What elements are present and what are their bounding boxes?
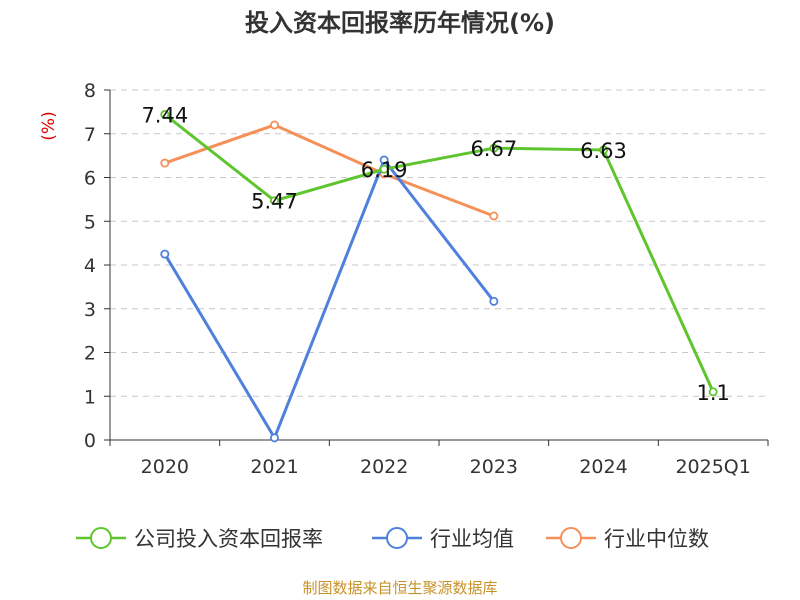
legend-item[interactable]: 公司投入资本回报率 (76, 527, 323, 551)
y-tick-label: 2 (84, 343, 96, 365)
data-label: 7.44 (141, 104, 188, 128)
y-tick-label: 1 (84, 386, 96, 408)
legend-item[interactable]: 行业中位数 (546, 527, 709, 551)
data-point (160, 110, 170, 120)
data-point (708, 387, 718, 397)
series-line-2 (164, 123, 495, 218)
data-point (489, 296, 499, 306)
series-line-1 (163, 158, 496, 440)
y-tick-label: 4 (84, 255, 96, 277)
data-point (269, 196, 279, 206)
data-point (379, 155, 389, 165)
data-point (160, 158, 170, 168)
data-point (269, 120, 279, 130)
footer-source: 制图数据来自恒生聚源数据库 (302, 579, 497, 597)
y-tick-label: 7 (84, 124, 96, 146)
data-label: 5.47 (251, 190, 298, 214)
y-tick-label: 8 (84, 80, 96, 102)
legend-marker-icon (90, 527, 112, 549)
series-2 (160, 120, 499, 221)
legend-label: 行业均值 (430, 527, 514, 551)
x-tick-label: 2025Q1 (675, 456, 750, 478)
gridlines (110, 89, 768, 397)
data-label: 1.1 (696, 381, 729, 405)
series-line-0 (163, 113, 715, 393)
x-tick-label: 2020 (141, 456, 189, 478)
data-point (379, 164, 389, 174)
data-point (160, 249, 170, 259)
legend-item[interactable]: 行业均值 (372, 527, 514, 551)
series-layer (160, 110, 718, 443)
legend-marker-icon (386, 527, 408, 549)
data-point (599, 145, 609, 155)
data-labels: 7.44 5.47 6.19 6.67 6.63 1.1 (141, 104, 729, 405)
y-tick-label: 3 (84, 299, 96, 321)
legend-label: 公司投入资本回报率 (134, 527, 323, 551)
x-tick-label: 2022 (360, 456, 408, 478)
series-0 (160, 110, 718, 397)
data-point (489, 211, 499, 221)
y-tick-label: 6 (84, 168, 96, 190)
x-tick-label: 2023 (470, 456, 518, 478)
data-label: 6.67 (470, 137, 517, 161)
y-axis-unit: (%) (39, 111, 59, 140)
y-tick-label: 5 (84, 211, 96, 233)
series-1 (160, 155, 499, 443)
x-tick-label: 2024 (579, 456, 627, 478)
data-label: 6.63 (580, 139, 627, 163)
data-point (489, 143, 499, 153)
axes: 0 1 2 3 4 5 6 7 8 2020 2021 2022 2023 2024 2025Q1 (84, 80, 769, 478)
chart-title: 投入资本回报率历年情况(%) (245, 9, 555, 37)
legend-label: 行业中位数 (604, 527, 709, 551)
data-label: 6.19 (361, 158, 408, 182)
x-tick-label: 2021 (250, 456, 298, 478)
data-point (269, 433, 279, 443)
y-tick-label: 0 (84, 430, 96, 452)
legend[interactable]: 公司投入资本回报率 行业均值 行业中位数 (76, 527, 709, 551)
legend-marker-icon (560, 527, 582, 549)
